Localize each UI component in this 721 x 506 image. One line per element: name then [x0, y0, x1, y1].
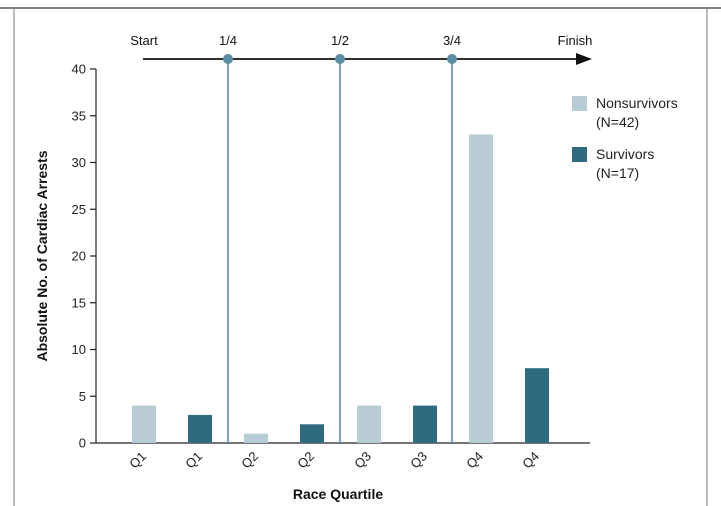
legend-count: (N=42): [596, 114, 639, 130]
y-tick-label: 15: [72, 295, 86, 310]
x-axis-title: Race Quartile: [293, 486, 383, 502]
timeline-label: Start: [130, 33, 158, 48]
x-tick-label: Q4: [519, 449, 542, 472]
y-axis-title: Absolute No. of Cardiac Arrests: [34, 150, 50, 361]
x-tick-label: Q2: [294, 449, 317, 472]
legend: Nonsurvivors (N=42) Survivors (N=17): [572, 95, 678, 181]
bars-group: [132, 134, 549, 443]
bar-q3-nonsurvivors: [357, 405, 381, 443]
y-tick-label: 25: [72, 202, 86, 217]
x-tick-label: Q3: [407, 449, 430, 472]
legend-label: Nonsurvivors: [596, 95, 678, 111]
y-tick-label: 20: [72, 249, 86, 264]
x-tick-label: Q4: [463, 449, 486, 472]
timeline-arrow-head: [576, 53, 592, 65]
x-tick-label: Q2: [238, 449, 261, 472]
x-tick-label: Q1: [126, 449, 149, 472]
bar-q1-survivors: [188, 414, 212, 443]
bar-q4-survivors: [525, 368, 549, 443]
bar-q1-nonsurvivors: [132, 405, 156, 443]
timeline-label: 1/2: [331, 33, 349, 48]
y-tick-label: 10: [72, 342, 86, 357]
y-tick-label: 30: [72, 155, 86, 170]
quartile-marker-dot: [447, 54, 457, 64]
quartile-marker-dot: [223, 54, 233, 64]
legend-swatch-survivors: [572, 147, 587, 162]
x-axis-tick-labels: Q1 Q1 Q2 Q2 Q3 Q3 Q4 Q4: [126, 449, 542, 472]
y-tick-label: 40: [72, 62, 86, 77]
legend-swatch-nonsurvivors: [572, 96, 587, 111]
bar-q3-survivors: [413, 405, 437, 443]
y-tick-label: 0: [79, 436, 86, 451]
race-timeline: Start 1/4 1/2 3/4 Finish: [130, 33, 592, 443]
y-axis-ticks: 0 5 10 15 20 25 30 35 40: [72, 62, 96, 451]
timeline-label: 3/4: [443, 33, 461, 48]
quartile-marker-dot: [335, 54, 345, 64]
bar-q2-survivors: [300, 424, 324, 443]
bar-q2-nonsurvivors: [244, 433, 268, 443]
y-tick-label: 35: [72, 108, 86, 123]
legend-label: Survivors: [596, 146, 654, 162]
bar-q4-nonsurvivors: [469, 134, 493, 443]
x-tick-label: Q3: [351, 449, 374, 472]
timeline-label: 1/4: [219, 33, 237, 48]
timeline-label: Finish: [558, 33, 593, 48]
legend-count: (N=17): [596, 165, 639, 181]
y-tick-label: 5: [79, 389, 86, 404]
x-tick-label: Q1: [182, 449, 205, 472]
